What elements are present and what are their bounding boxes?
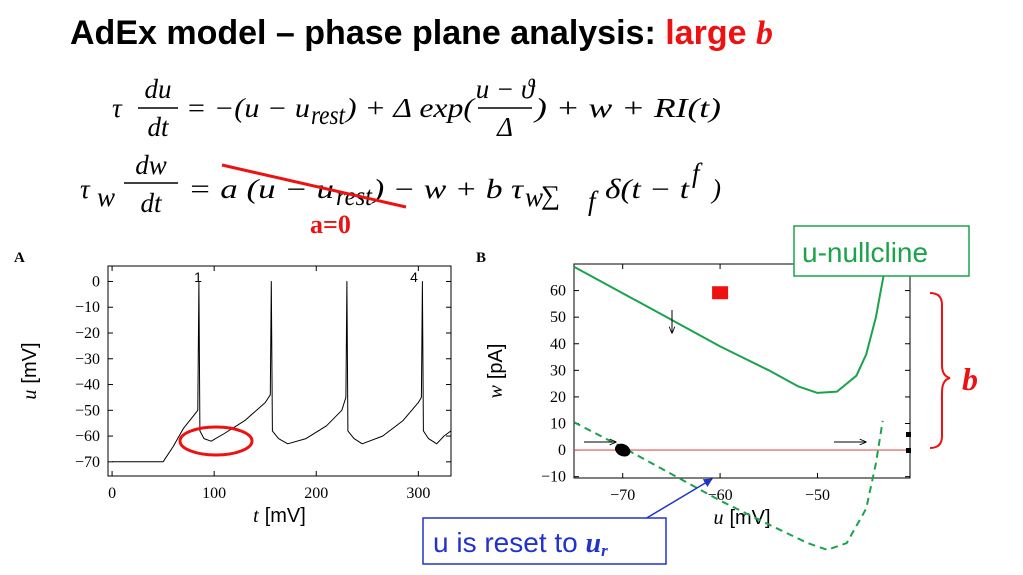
y-tick-label: −10 (75, 299, 100, 316)
x-tick-label: −50 (805, 487, 830, 504)
b-note: b (962, 361, 978, 397)
y-tick-label: −40 (75, 377, 100, 394)
equation-part: ∑ (541, 180, 560, 210)
slide-title: AdEx model – phase plane analysis: large… (70, 14, 773, 52)
equation-part: ) − w + b τ (371, 174, 525, 204)
y-tick-label: −20 (75, 325, 100, 342)
y-axis-unit: [pA] (485, 344, 507, 380)
reset-sub: r (601, 541, 608, 560)
y-tick-label: 50 (550, 309, 566, 326)
equation-part: δ(t − t (605, 174, 691, 204)
series-line (112, 281, 452, 463)
y-axis-label: w [pA] (485, 344, 507, 399)
x-tick-label: 0 (108, 485, 116, 502)
title-highlight: large (665, 14, 746, 52)
y-tick-label: 10 (550, 416, 566, 433)
edge-mark (906, 432, 911, 437)
panel-label: B (476, 250, 486, 266)
y-tick-label: 40 (550, 336, 566, 353)
y-tick-label: −70 (75, 454, 100, 471)
plot-frame (573, 263, 911, 479)
x-tick-label: −70 (610, 487, 635, 504)
equation-part: Δ (496, 112, 513, 142)
x-tick-label: 100 (202, 485, 226, 502)
strike-line (221, 163, 407, 209)
equation-part: rest (311, 100, 346, 130)
x-tick-label: −60 (708, 487, 733, 504)
equation-part: dt (147, 112, 170, 142)
brace (929, 292, 951, 449)
chart-a: 0 −10 −20 −30 −40 −50 −60 −70 0 100 200 300 t [mV] u [m… (19, 265, 452, 527)
y-tick-label: −50 (75, 402, 100, 419)
plot-frame (107, 265, 452, 477)
reset-box (422, 517, 667, 565)
y-axis-var: u (19, 390, 41, 400)
equation-part: τ (80, 174, 91, 204)
x-axis-label: u [mV] (713, 507, 770, 529)
spike-label: 1 (194, 269, 202, 285)
y-tick-label: 0 (558, 442, 566, 459)
y-tick-label: −60 (75, 428, 100, 445)
spike-label: 4 (410, 269, 418, 285)
equation-part: f (588, 186, 599, 216)
x-axis-var: u (713, 507, 723, 529)
y-tick-label: 0 (92, 273, 100, 290)
x-axis-unit: [mV] (265, 505, 306, 527)
y-tick-label: 20 (550, 389, 566, 406)
reset-text: u is reset to (433, 527, 578, 558)
highlight-ellipse (178, 425, 254, 457)
equation-part: = −(u − u (186, 93, 310, 123)
equation-part: du (145, 74, 172, 104)
y-axis-unit: [mV] (19, 342, 41, 383)
y-tick-label: −10 (541, 469, 566, 486)
equation-part: ) + w + RI(t) (532, 93, 721, 123)
y-axis-label: u [mV] (19, 342, 41, 399)
equation-part: ) (710, 174, 721, 204)
title-variable: b (756, 15, 773, 52)
strike-note: a=0 (310, 210, 351, 239)
y-tick-label: 60 (550, 283, 566, 300)
nullcline-label: u-nullcline (802, 237, 928, 268)
title-text: AdEx model – phase plane analysis: (70, 14, 656, 52)
equation-part: w (525, 182, 543, 212)
chart-b: 60 50 40 30 20 10 0 −10 −70 −60 −50 u [mV] w [pA] (485, 263, 911, 551)
equation-part: ) + Δ exp( (344, 93, 477, 123)
point (712, 286, 729, 300)
panel-label: A (14, 250, 25, 266)
equation-part: τ (112, 93, 123, 123)
y-axis-var: w (485, 384, 507, 398)
reset-note: u is reset to ur (433, 527, 608, 560)
edge-mark (906, 448, 911, 453)
x-tick-label: 300 (406, 485, 430, 502)
y-tick-label: −30 (75, 351, 100, 368)
series-line (573, 263, 887, 394)
x-axis-label: t [mV] (253, 505, 306, 527)
equation-part: = a (u − u (188, 174, 334, 204)
nullcline-box (793, 225, 970, 277)
reset-var: u (586, 528, 602, 559)
x-axis-unit: [mV] (729, 507, 770, 529)
equation-part: w (97, 182, 115, 212)
point (615, 443, 631, 457)
equation-part: dt (140, 188, 163, 218)
x-axis-var: t (253, 505, 259, 527)
arrow (639, 478, 713, 523)
equation-part: u − ϑ (476, 74, 536, 104)
y-tick-label: 30 (550, 362, 566, 379)
equation-part: f (692, 158, 703, 188)
equation-part: dw (135, 150, 167, 180)
x-tick-label: 200 (304, 485, 328, 502)
